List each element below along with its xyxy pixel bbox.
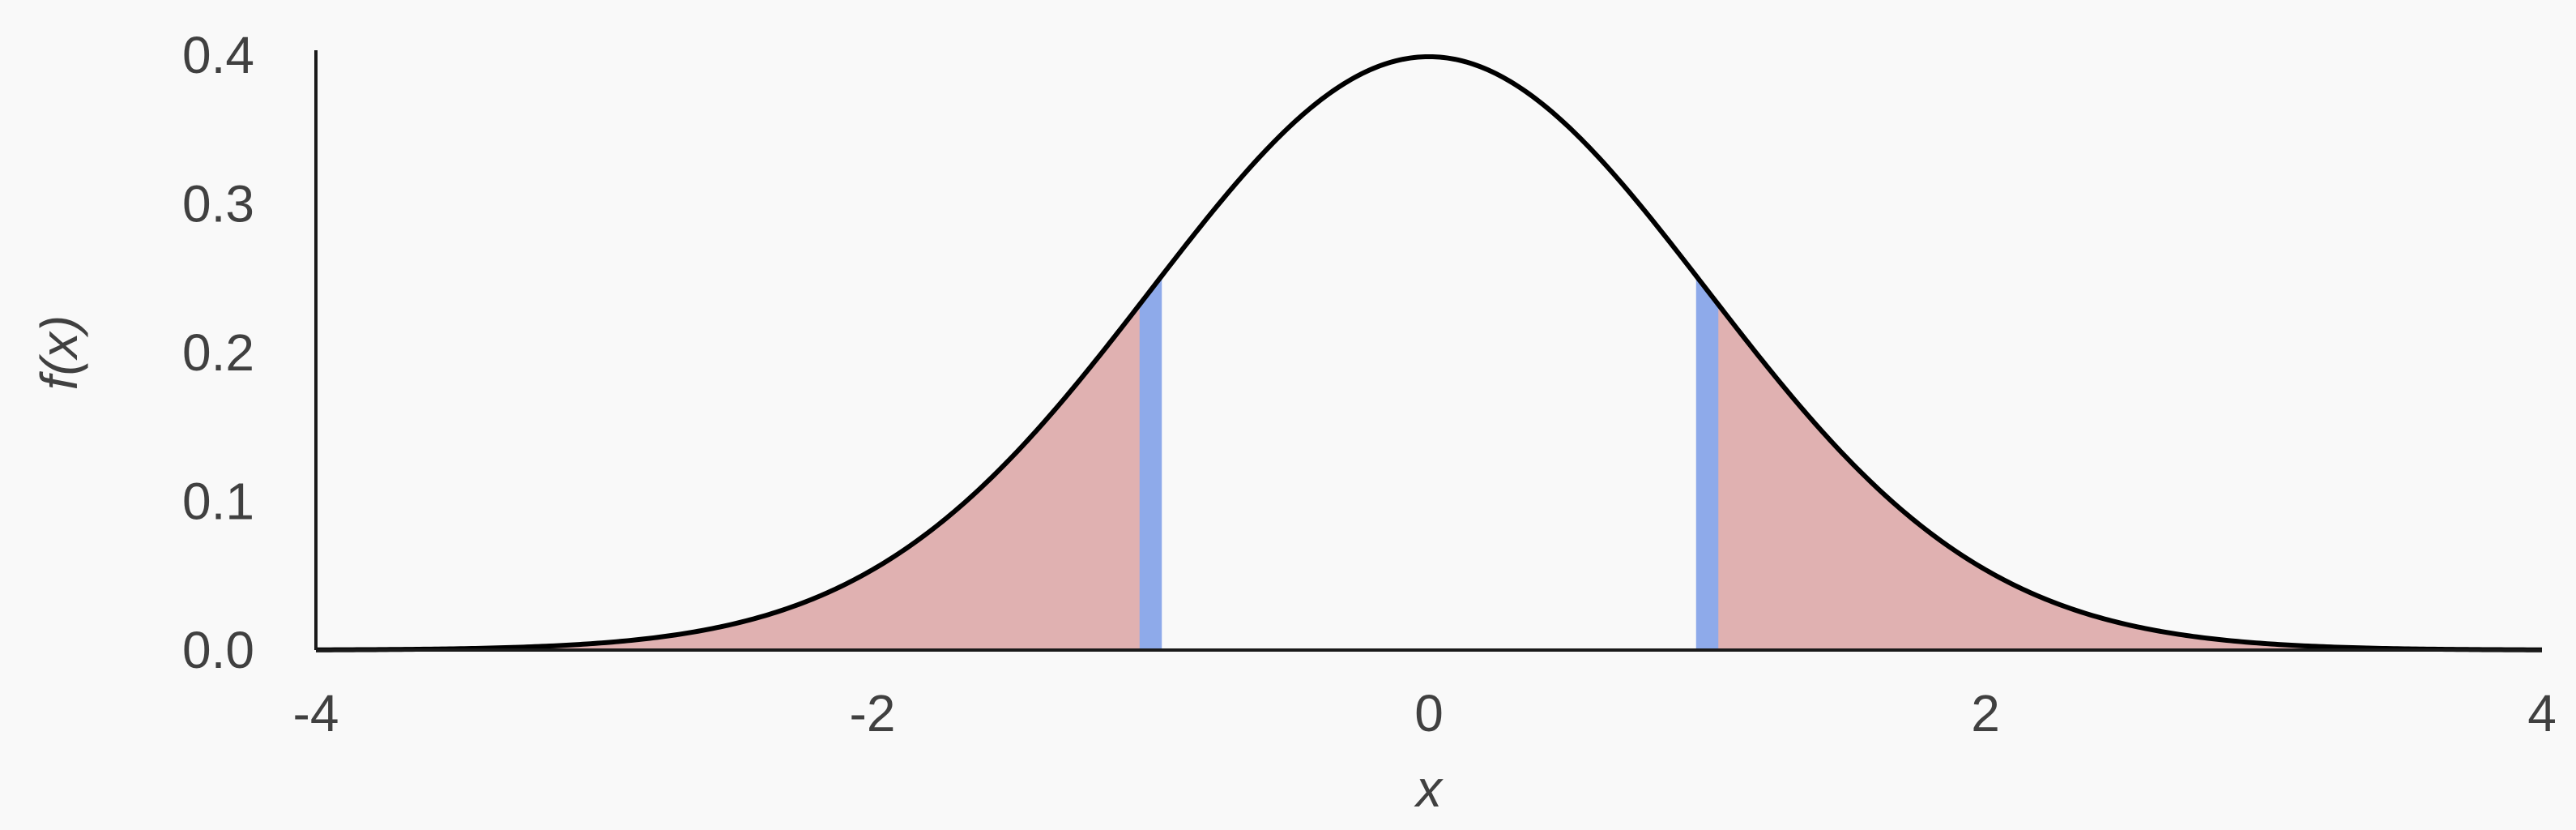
- y-tick-label: 0.2: [182, 323, 254, 382]
- x-axis-label: x: [1414, 759, 1444, 818]
- x-tick-label: 4: [2527, 684, 2557, 742]
- x-tick-label: 0: [1414, 684, 1444, 742]
- y-tick-label: 0.0: [182, 621, 254, 679]
- tail-region-2: [1707, 289, 2542, 650]
- y-tick-label: 0.4: [182, 26, 254, 84]
- boundary-bands: [1139, 276, 1719, 650]
- shaded-regions: [316, 289, 2542, 650]
- boundary-band-2: [1695, 276, 1719, 650]
- y-tick-label: 0.3: [182, 175, 254, 233]
- x-tick-label: -2: [850, 684, 896, 742]
- x-tick-label: -4: [293, 684, 339, 742]
- y-axis-label: f(x): [30, 315, 88, 390]
- x-tick-labels: -4 -2 0 2 4: [293, 684, 2557, 742]
- y-tick-label: 0.1: [182, 473, 254, 531]
- boundary-band-1: [1139, 276, 1162, 650]
- x-tick-label: 2: [1971, 684, 2000, 742]
- tail-region-1: [316, 289, 1151, 650]
- y-tick-labels: 0.0 0.1 0.2 0.3 0.4: [182, 26, 254, 679]
- density-curve: [315, 53, 2543, 652]
